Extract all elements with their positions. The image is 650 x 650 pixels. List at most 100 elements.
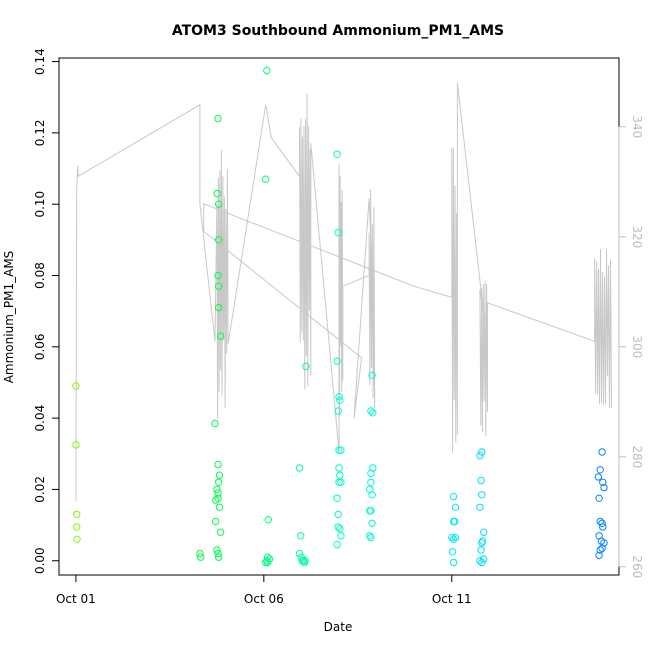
data-point	[335, 446, 343, 454]
data-point	[215, 200, 223, 208]
data-point	[449, 558, 458, 567]
x-axis-label: Date	[324, 620, 353, 634]
y2-axis: 260 280 300 320 340	[618, 115, 644, 578]
y-axis-label: Ammonium_PM1_AMS	[2, 251, 16, 384]
data-point	[335, 478, 343, 486]
data-point	[368, 491, 376, 499]
data-point	[337, 446, 345, 454]
data-point	[214, 114, 222, 123]
data-point	[295, 464, 304, 472]
data-point	[73, 523, 81, 531]
data-point	[263, 553, 272, 561]
data-point	[366, 532, 374, 540]
y-axis: 0.00 0.02 0.04 0.06 0.08 0.10 0.12 0.14	[33, 48, 60, 574]
data-point	[334, 510, 342, 519]
y2-tick-label: 280	[630, 445, 644, 468]
points-layer	[72, 66, 608, 567]
data-point	[72, 441, 80, 449]
data-point	[265, 555, 274, 563]
data-point	[263, 558, 272, 567]
data-point	[476, 503, 484, 511]
y-tick-label: 0.04	[33, 405, 47, 432]
altitude-line	[75, 82, 612, 501]
data-point	[334, 523, 342, 531]
data-point	[215, 553, 223, 561]
data-point	[598, 544, 606, 552]
data-point	[214, 460, 222, 469]
data-point	[478, 558, 486, 567]
data-point	[594, 473, 602, 481]
y-tick-label: 0.10	[33, 191, 47, 218]
data-point	[214, 489, 222, 497]
data-point	[368, 519, 376, 527]
data-point	[448, 533, 456, 542]
data-point	[336, 396, 344, 404]
data-point	[297, 532, 305, 540]
y-tick-label: 0.14	[33, 48, 47, 75]
data-point	[367, 407, 375, 415]
data-point	[215, 503, 224, 511]
data-point	[212, 496, 220, 504]
data-point	[599, 478, 607, 486]
data-point	[336, 471, 344, 479]
data-point	[215, 478, 223, 486]
data-point	[197, 553, 205, 561]
x-axis: Oct 01 Oct 06 Oct 11	[56, 574, 472, 606]
data-point	[478, 448, 486, 456]
data-point	[476, 451, 484, 460]
data-point	[451, 533, 460, 542]
data-point	[335, 393, 343, 401]
data-point	[448, 548, 457, 556]
data-point	[596, 466, 604, 474]
y-tick-label: 0.08	[33, 262, 47, 289]
data-point	[298, 557, 306, 565]
data-point	[73, 535, 81, 543]
data-point	[73, 510, 81, 519]
data-point	[598, 448, 606, 456]
data-point	[216, 528, 225, 536]
data-point	[215, 282, 223, 290]
data-point	[215, 303, 223, 312]
data-point	[215, 236, 223, 244]
data-point	[213, 485, 221, 494]
data-point	[595, 494, 603, 502]
data-point	[213, 546, 221, 554]
data-point	[334, 407, 342, 415]
data-point	[369, 464, 377, 472]
data-point	[337, 478, 345, 486]
data-point	[367, 507, 375, 515]
data-point	[480, 555, 488, 563]
data-point	[451, 503, 460, 511]
data-point	[333, 494, 341, 502]
data-point	[72, 382, 80, 390]
y2-tick-label: 300	[630, 335, 644, 358]
x-tick-label: Oct 06	[244, 592, 284, 606]
line-layer	[75, 82, 612, 501]
chart-title: ATOM3 Southbound Ammonium_PM1_AMS	[172, 23, 504, 39]
data-point	[478, 537, 487, 545]
data-point	[337, 532, 345, 540]
data-point	[333, 150, 341, 159]
data-point	[599, 523, 607, 531]
data-point	[214, 549, 222, 558]
y-tick-label: 0.02	[33, 476, 47, 503]
y-tick-label: 0.06	[33, 333, 47, 360]
data-point	[476, 557, 484, 565]
data-point	[368, 371, 376, 379]
data-point	[367, 478, 375, 486]
data-point	[264, 516, 272, 524]
data-point	[212, 517, 220, 526]
data-point	[333, 357, 341, 365]
data-point	[333, 541, 341, 549]
data-point	[449, 492, 458, 501]
data-point	[451, 517, 459, 526]
data-point	[301, 557, 309, 565]
data-point	[215, 471, 224, 479]
data-point	[369, 409, 377, 417]
data-point	[480, 528, 488, 536]
data-point	[336, 524, 344, 533]
data-point	[295, 549, 304, 558]
data-point	[335, 464, 343, 472]
data-point	[367, 533, 375, 542]
